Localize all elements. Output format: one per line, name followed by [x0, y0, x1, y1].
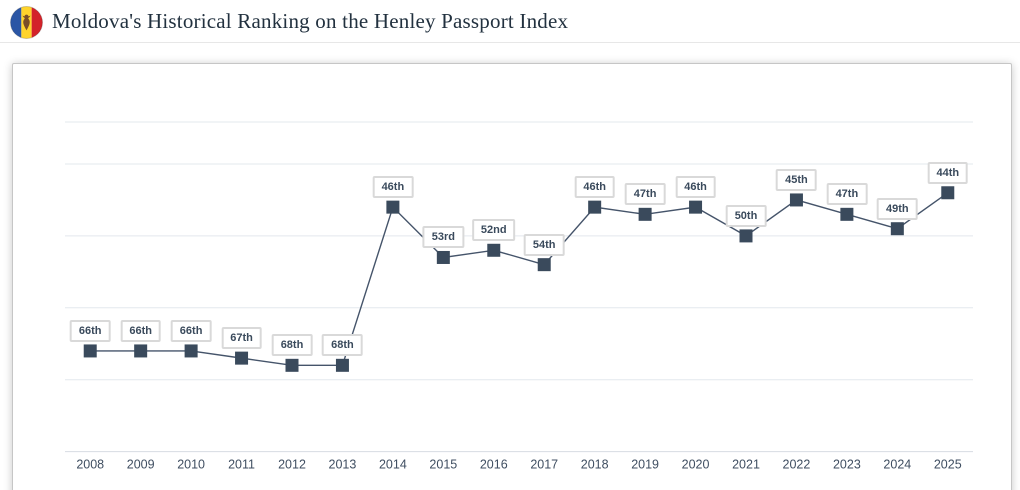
data-point-marker-2014[interactable] [386, 200, 400, 214]
data-point-marker-2024[interactable] [890, 222, 904, 236]
flag-emblem [22, 14, 31, 30]
data-point-marker-2021[interactable] [739, 229, 753, 243]
point-label-2008: 66th [69, 319, 111, 342]
x-axis-tick-2024: 2024 [883, 457, 911, 471]
ranking-line-chart: 2008 2009 2010 2011 2012 2013 2014 2015 2016 2017… [13, 64, 1011, 490]
point-label-2025: 44th [927, 161, 969, 184]
data-point-marker-2013[interactable] [335, 358, 349, 372]
point-label-2011: 67th [221, 327, 262, 350]
moldova-flag-icon [10, 5, 43, 39]
point-label-2013: 68th [322, 334, 363, 357]
flag-red-stripe [31, 6, 43, 38]
data-point-marker-2022[interactable] [789, 193, 803, 207]
x-axis-tick-2015: 2015 [429, 457, 457, 471]
point-label-2017: 54th [523, 233, 565, 256]
point-label-2024: 49th [877, 197, 918, 220]
x-axis-tick-2020: 2020 [682, 457, 710, 471]
moldova-flag-graphic [10, 5, 43, 39]
chart-canvas: 2008 2009 2010 2011 2012 2013 2014 2015 2016 2017… [65, 121, 973, 471]
data-point-marker-2010[interactable] [184, 344, 198, 358]
point-label-2014: 46th [372, 176, 414, 199]
x-axis-tick-2019: 2019 [631, 457, 659, 471]
chart-card: 2008 2009 2010 2011 2012 2013 2014 2015 2016 2017… [12, 63, 1012, 490]
data-point-marker-2023[interactable] [840, 207, 854, 221]
point-label-2012: 68th [271, 334, 313, 357]
data-point-marker-2011[interactable] [235, 351, 249, 365]
x-axis-tick-2013: 2013 [329, 457, 357, 471]
point-label-2022: 45th [776, 168, 817, 191]
x-axis-tick-2022: 2022 [783, 457, 811, 471]
data-point-marker-2012[interactable] [285, 358, 299, 372]
flag-blue-stripe [10, 6, 22, 38]
x-axis-tick-2017: 2017 [530, 457, 558, 471]
x-axis-tick-2021: 2021 [732, 457, 760, 471]
point-label-2023: 47th [826, 183, 868, 206]
data-point-marker-2019[interactable] [638, 207, 652, 221]
data-point-marker-2020[interactable] [689, 200, 703, 214]
data-point-marker-2017[interactable] [537, 258, 551, 272]
x-axis-tick-2016: 2016 [480, 457, 508, 471]
point-label-2016: 52nd [471, 219, 516, 242]
data-point-marker-2008[interactable] [83, 344, 97, 358]
x-axis-tick-2025: 2025 [934, 457, 962, 471]
x-axis-tick-2010: 2010 [177, 457, 205, 471]
point-label-2021: 50th [725, 204, 767, 227]
page-title: Moldova's Historical Ranking on the Henl… [52, 8, 569, 33]
point-label-2010: 66th [170, 319, 212, 342]
x-axis-tick-2011: 2011 [228, 457, 255, 471]
data-point-marker-2015[interactable] [436, 250, 450, 264]
x-axis-tick-2023: 2023 [833, 457, 861, 471]
data-point-marker-2009[interactable] [134, 344, 148, 358]
x-axis-tick-2014: 2014 [379, 457, 407, 471]
data-point-marker-2016[interactable] [487, 243, 501, 257]
point-label-2015: 53rd [422, 226, 464, 249]
x-axis-tick-2012: 2012 [278, 457, 306, 471]
x-axis-tick-2018: 2018 [581, 457, 609, 471]
x-axis-tick-2008: 2008 [76, 457, 104, 471]
data-point-marker-2018[interactable] [588, 200, 602, 214]
point-label-2018: 46th [574, 176, 615, 199]
point-label-2009: 66th [120, 319, 161, 342]
header: Moldova's Historical Ranking on the Henl… [0, 0, 1020, 43]
point-label-2020: 46th [675, 176, 716, 199]
data-point-marker-2025[interactable] [941, 186, 955, 200]
x-axis-tick-2009: 2009 [127, 457, 155, 471]
point-label-2019: 47th [624, 183, 666, 206]
trend-line [90, 192, 949, 367]
